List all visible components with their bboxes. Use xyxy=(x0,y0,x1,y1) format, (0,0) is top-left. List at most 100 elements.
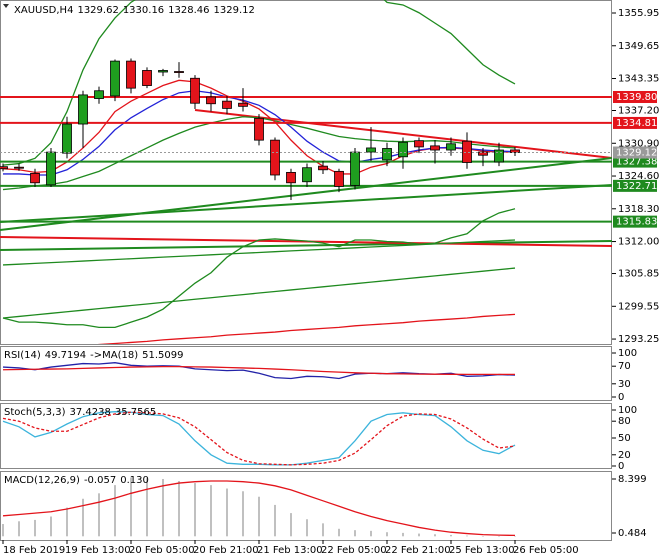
candle-body xyxy=(0,166,8,170)
histogram-bar xyxy=(386,532,388,537)
indicator-line xyxy=(2,239,516,266)
y-tick-label: 8.399 xyxy=(618,474,647,485)
header-part: 51.5099 xyxy=(142,350,183,361)
x-tick-label: 25 Feb 13:00 xyxy=(449,545,515,556)
y-tick-label: 20 xyxy=(618,450,631,461)
series-group xyxy=(2,267,516,319)
series-group xyxy=(2,480,516,537)
histogram-bar xyxy=(66,507,68,537)
price-label-box xyxy=(613,146,657,159)
header-part: 1329.62 xyxy=(77,5,118,16)
histogram-bar xyxy=(434,534,436,537)
candle-body xyxy=(430,145,440,151)
y-tick-label: 1349.65 xyxy=(618,41,659,52)
histogram-bar xyxy=(34,519,36,537)
candle-body xyxy=(174,71,184,73)
level-label-box xyxy=(613,90,657,103)
header-part: 1329.12 xyxy=(214,5,255,16)
menu-icon[interactable] xyxy=(3,4,9,8)
candle-body xyxy=(510,149,520,153)
histogram-bar xyxy=(194,483,196,537)
candles xyxy=(0,58,520,200)
histogram-bar xyxy=(146,478,148,537)
level-label-box xyxy=(613,179,657,192)
trend-line xyxy=(0,184,612,223)
header-part: 0.130 xyxy=(120,475,149,486)
indicator-line xyxy=(2,267,516,319)
candle-body xyxy=(238,102,248,107)
y-tick-label: 1343.35 xyxy=(618,74,659,85)
macd-panel xyxy=(0,471,612,541)
y-tick-label: 1355.95 xyxy=(618,8,659,19)
candle-body xyxy=(334,170,344,187)
candle-body xyxy=(318,165,328,171)
header-part: ->MA(18) xyxy=(90,350,138,361)
header-part: 1330.16 xyxy=(123,5,164,16)
y-tick-label: 1337.20 xyxy=(618,106,659,117)
level-label: 1339.80 xyxy=(616,92,657,103)
y-tick-label: 70 xyxy=(618,361,631,372)
candle-body xyxy=(286,171,296,184)
series-group xyxy=(2,411,516,466)
y-tick-label: 1330.90 xyxy=(618,138,659,149)
histogram-bar xyxy=(114,485,116,537)
header-part: 49.7194 xyxy=(45,350,86,361)
indicator-line xyxy=(2,208,516,329)
bars xyxy=(2,477,516,537)
histogram-bar xyxy=(242,491,244,537)
histogram-bar xyxy=(306,519,308,537)
x-tick-label: 22 Feb 05:00 xyxy=(321,545,387,556)
y-tick-label: 50 xyxy=(618,433,631,444)
candle-body xyxy=(190,77,200,104)
candle-body xyxy=(398,141,408,158)
histogram-bar xyxy=(98,493,100,537)
histogram-bar xyxy=(322,523,324,537)
y-tick-label: 80 xyxy=(618,416,631,427)
y-tick-label: 0 xyxy=(618,392,624,403)
indicator-line xyxy=(2,411,516,466)
price-label: 1329.12 xyxy=(616,148,657,159)
histogram-bar xyxy=(2,524,4,537)
series-group xyxy=(3,90,516,176)
x-tick-label: 21 Feb 13:00 xyxy=(257,545,323,556)
candle-body xyxy=(30,173,40,184)
histogram-bar xyxy=(50,516,52,537)
candle-body xyxy=(446,143,456,151)
y-tick-label: 1305.85 xyxy=(618,269,659,280)
candle-body xyxy=(222,100,232,109)
candle-body xyxy=(158,70,168,73)
indicator-header: MACD(12,26,9) -0.057 0.130 xyxy=(4,475,149,486)
candle-body xyxy=(14,166,24,169)
histogram-bar xyxy=(402,532,404,537)
trend-line xyxy=(0,240,612,251)
histogram-bar xyxy=(482,536,484,537)
histogram-bar xyxy=(82,498,84,537)
x-tick-label: 26 Feb 05:00 xyxy=(513,545,579,556)
indicator-line xyxy=(2,0,516,166)
x-tick-label: 20 Feb 05:00 xyxy=(129,545,195,556)
level-label-box xyxy=(613,116,657,129)
trend-line xyxy=(0,157,612,231)
indicator-header: RSI(14) 49.7194 ->MA(18) 51.5099 xyxy=(4,350,183,361)
candle-body xyxy=(78,94,88,125)
y-tick-label: 1293.25 xyxy=(618,334,659,345)
candle-body xyxy=(254,117,264,141)
y-tick-label: 1324.60 xyxy=(618,171,659,182)
histogram-bar xyxy=(370,530,372,537)
rsi-panel xyxy=(0,346,612,401)
header-part: -0.057 xyxy=(84,475,116,486)
indicator-line xyxy=(2,480,516,537)
series-group xyxy=(2,239,516,266)
candle-body xyxy=(462,140,472,163)
level-label: 1315.83 xyxy=(616,217,657,228)
candle-body xyxy=(478,151,488,156)
y-tick-label: 1318.30 xyxy=(618,204,659,215)
histogram-bar xyxy=(466,535,468,537)
histogram-bar xyxy=(338,528,340,537)
y-tick-label: 100 xyxy=(618,405,637,416)
indicator-line xyxy=(2,365,515,375)
x-tick-label: 19 Feb 13:00 xyxy=(65,545,131,556)
candle-body xyxy=(62,123,72,154)
header-part: RSI(14) xyxy=(4,350,41,361)
